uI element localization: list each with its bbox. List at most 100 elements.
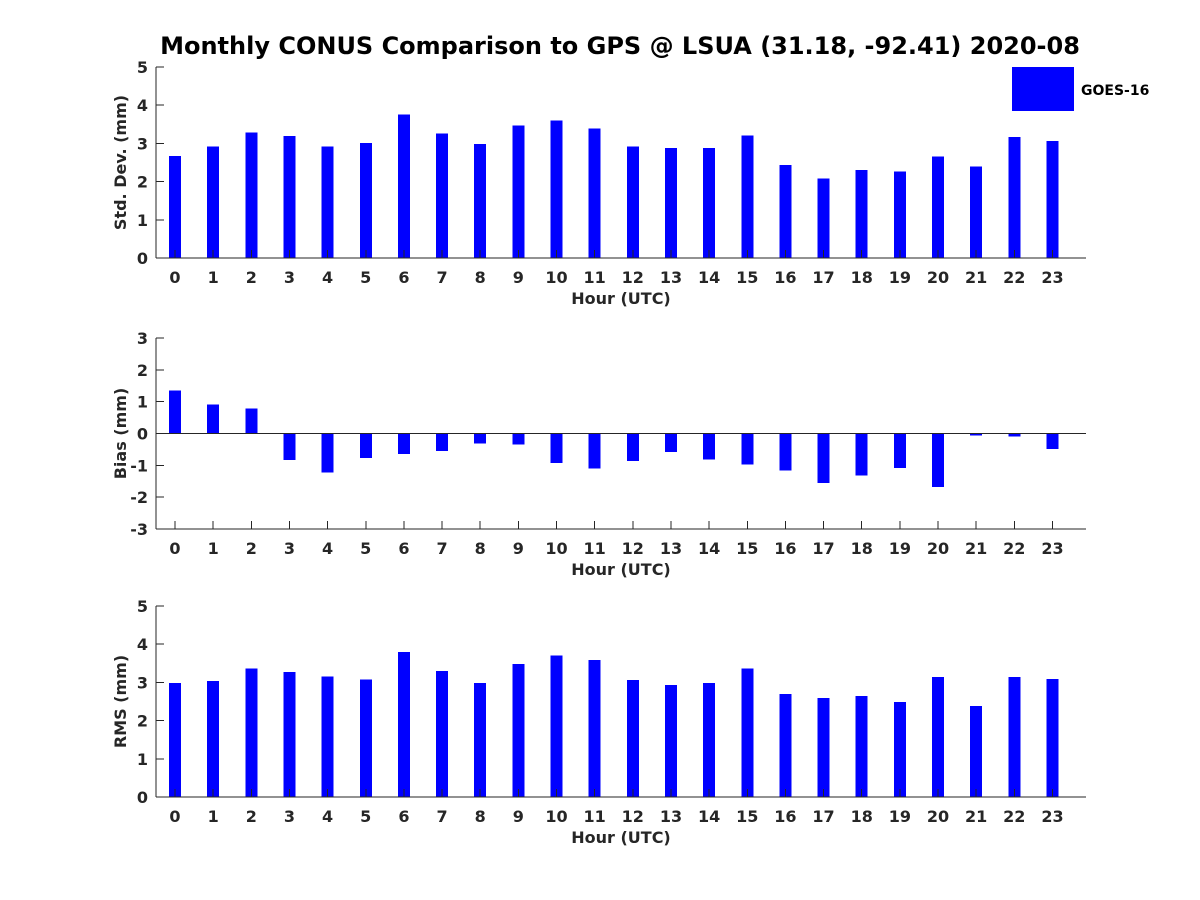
bias-bar-21: [970, 433, 983, 436]
rms-ytick-label: 4: [137, 635, 148, 654]
std-dev-xtick-label: 8: [475, 268, 486, 287]
rms-xtick-label: 5: [360, 807, 371, 826]
rms-bar-16: [779, 693, 792, 797]
rms-bar-17: [817, 698, 830, 797]
bias-xtick-label: 22: [1003, 539, 1025, 558]
std-dev-xtick-label: 5: [360, 268, 371, 287]
std-dev-ytick-label: 0: [137, 249, 148, 268]
rms-xtick-label: 15: [736, 807, 758, 826]
rms-xtick-label: 7: [436, 807, 447, 826]
bias-xtick-label: 10: [545, 539, 567, 558]
std-dev-xtick-label: 22: [1003, 268, 1025, 287]
bias-ytick-label: 0: [137, 425, 148, 444]
rms-xtick-label: 22: [1003, 807, 1025, 826]
std-dev-xtick-label: 12: [622, 268, 644, 287]
std-dev-bar-10: [550, 120, 563, 258]
bias-xtick-label: 2: [246, 539, 257, 558]
bias-bar-4: [321, 433, 334, 473]
std-dev-bar-16: [779, 165, 792, 258]
rms-xtick-label: 20: [927, 807, 949, 826]
bias-bar-9: [512, 433, 525, 445]
bias-xtick-label: 23: [1041, 539, 1063, 558]
rms-bar-3: [283, 672, 296, 797]
rms-bar-23: [1046, 679, 1059, 797]
std-dev-xtick-label: 1: [208, 268, 219, 287]
std-dev-bar-1: [207, 146, 220, 258]
bias-xtick-label: 17: [812, 539, 834, 558]
std-dev-bar-15: [741, 135, 754, 258]
bias-xtick-label: 20: [927, 539, 949, 558]
std-dev-bar-4: [321, 146, 334, 258]
rms-xtick-label: 11: [584, 807, 606, 826]
bias-ytick-label: -3: [130, 520, 148, 539]
rms-xtick-label: 0: [169, 807, 180, 826]
rms-xtick-label: 1: [208, 807, 219, 826]
bias-bar-22: [1008, 433, 1021, 437]
bias-xtick-label: 16: [774, 539, 796, 558]
bias-ytick-label: -2: [130, 488, 148, 507]
std-dev-bar-19: [893, 171, 906, 258]
std-dev-bar-2: [245, 132, 258, 258]
rms-y-label: RMS (mm): [111, 655, 130, 748]
rms-bar-15: [741, 668, 754, 797]
bias-bar-14: [703, 433, 716, 460]
bias-xtick-label: 9: [513, 539, 524, 558]
bias-bar-20: [932, 433, 944, 487]
rms-bar-0: [169, 683, 181, 797]
std-dev-xtick-label: 17: [812, 268, 834, 287]
bias-bar-5: [359, 433, 372, 458]
std-dev-xtick-label: 16: [774, 268, 796, 287]
bias-bar-13: [665, 433, 677, 452]
std-dev-bar-11: [588, 128, 601, 258]
std-dev-xtick-label: 4: [322, 268, 333, 287]
std-dev-xtick-label: 15: [736, 268, 758, 287]
rms-bar-21: [970, 706, 983, 797]
std-dev-bar-18: [855, 170, 868, 258]
bias-x-label: Hour (UTC): [571, 560, 671, 579]
bias-xtick-label: 8: [475, 539, 486, 558]
rms-bar-22: [1008, 677, 1021, 797]
bias-y-label: Bias (mm): [111, 388, 130, 480]
rms-xtick-label: 2: [246, 807, 257, 826]
rms-bar-5: [359, 679, 372, 797]
bias-bar-2: [245, 408, 258, 434]
rms-bar-14: [703, 683, 716, 797]
bias-xtick-label: 3: [284, 539, 295, 558]
bias-bar-8: [474, 433, 487, 444]
rms-xtick-label: 6: [398, 807, 409, 826]
rms-bar-19: [893, 701, 906, 797]
std-dev-xtick-label: 0: [169, 268, 180, 287]
rms-xtick-label: 10: [545, 807, 567, 826]
rms-bar-12: [626, 680, 639, 797]
std-dev-xtick-label: 23: [1041, 268, 1063, 287]
rms-xtick-label: 23: [1041, 807, 1063, 826]
bias-ytick-label: 2: [137, 361, 148, 380]
std-dev-bar-21: [970, 166, 983, 258]
bias-bar-11: [588, 433, 601, 469]
rms-bar-10: [550, 655, 563, 797]
rms-xtick-label: 17: [812, 807, 834, 826]
bias-xtick-label: 7: [436, 539, 447, 558]
std-dev-xtick-label: 14: [698, 268, 720, 287]
std-dev-bar-12: [626, 146, 639, 258]
std-dev-bar-5: [359, 143, 372, 258]
std-dev-x-label: Hour (UTC): [571, 289, 671, 308]
std-dev-bar-9: [512, 125, 525, 259]
std-dev-xtick-label: 6: [398, 268, 409, 287]
rms-xtick-label: 8: [475, 807, 486, 826]
rms-bar-6: [397, 651, 410, 797]
bias-xtick-label: 0: [169, 539, 180, 558]
bias-xtick-label: 1: [208, 539, 219, 558]
rms-ytick-label: 1: [137, 750, 148, 769]
bias-bar-6: [397, 433, 410, 454]
bias-bar-10: [550, 433, 563, 463]
rms-xtick-label: 21: [965, 807, 987, 826]
bias-bar-1: [207, 404, 220, 434]
rms-bar-20: [932, 677, 944, 797]
std-dev-bar-6: [397, 114, 410, 259]
std-dev-xtick-label: 20: [927, 268, 949, 287]
std-dev-xtick-label: 9: [513, 268, 524, 287]
